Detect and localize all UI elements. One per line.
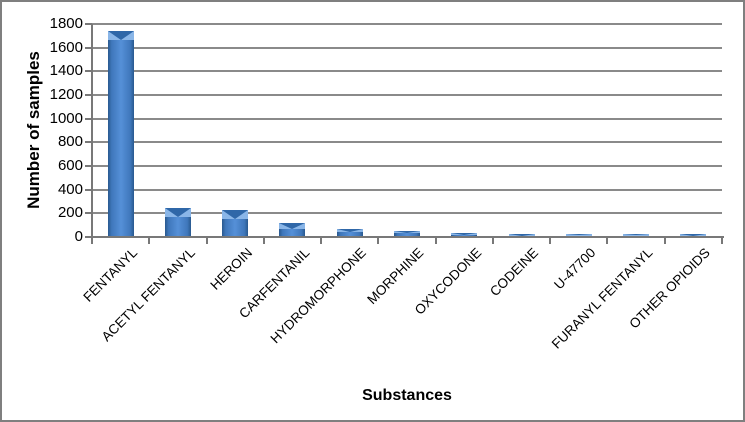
y-axis-tick <box>85 165 92 167</box>
bar <box>279 222 306 236</box>
bar <box>394 230 420 236</box>
y-axis-tick <box>85 141 92 144</box>
y-axis-tick <box>85 236 92 238</box>
bar-cap <box>164 208 191 218</box>
gridline <box>92 46 722 49</box>
bar-cap <box>680 233 707 236</box>
y-tick-label: 1400 <box>49 62 83 80</box>
bar <box>680 233 707 236</box>
y-tick-label: 800 <box>57 133 83 151</box>
bar-cap <box>336 229 363 233</box>
gridline <box>92 212 722 215</box>
bar <box>508 233 535 236</box>
x-axis-tick <box>606 237 609 244</box>
gridline <box>92 165 722 167</box>
bar-cap <box>394 230 420 233</box>
x-axis-title: Substances <box>362 387 452 404</box>
x-axis-tick <box>663 237 666 244</box>
y-axis-tick <box>85 117 92 120</box>
y-tick-label: 1200 <box>49 86 83 103</box>
y-axis-tick <box>85 46 92 49</box>
bar-cap <box>279 222 306 229</box>
bar <box>565 234 592 236</box>
gridline <box>92 117 722 120</box>
y-tick-label: 400 <box>57 180 83 198</box>
bar-cap <box>508 233 535 236</box>
bar-cap <box>107 31 134 41</box>
x-axis-tick <box>721 237 723 244</box>
x-axis-tick <box>377 237 380 244</box>
y-tick-label: 1600 <box>49 38 83 56</box>
x-axis-tick <box>148 237 151 244</box>
y-tick-label: 600 <box>57 157 83 174</box>
gridline <box>92 94 722 96</box>
y-tick-label: 1800 <box>49 15 83 32</box>
bar <box>451 232 478 236</box>
bar-cap <box>565 234 592 236</box>
x-axis-tick <box>491 237 494 244</box>
x-axis-tick <box>262 237 265 244</box>
bar-cap <box>623 234 650 236</box>
bar-cap <box>222 209 249 219</box>
bar <box>222 209 249 236</box>
y-axis-tick <box>85 70 92 73</box>
x-axis-line <box>90 236 724 238</box>
gridline <box>92 70 722 73</box>
y-tick-label: 0 <box>74 228 83 245</box>
y-tick-label: 200 <box>57 204 83 222</box>
x-axis-tick <box>205 237 208 244</box>
x-axis-tick <box>320 237 323 244</box>
y-axis-tick <box>85 94 92 96</box>
x-axis-tick <box>91 237 93 244</box>
x-axis-tick <box>549 237 552 244</box>
bar <box>623 234 650 236</box>
bar-cap <box>451 232 478 235</box>
y-axis-tick <box>85 188 92 191</box>
gridline <box>92 23 722 25</box>
gridline <box>92 188 722 191</box>
y-axis-line <box>91 24 93 239</box>
bar <box>107 31 134 236</box>
y-tick-label: 1000 <box>49 109 83 127</box>
y-axis-tick <box>85 23 92 25</box>
x-axis-tick <box>434 237 437 244</box>
bar <box>164 208 191 236</box>
bar <box>336 229 363 236</box>
gridline <box>92 141 722 144</box>
y-axis-tick <box>85 212 92 215</box>
